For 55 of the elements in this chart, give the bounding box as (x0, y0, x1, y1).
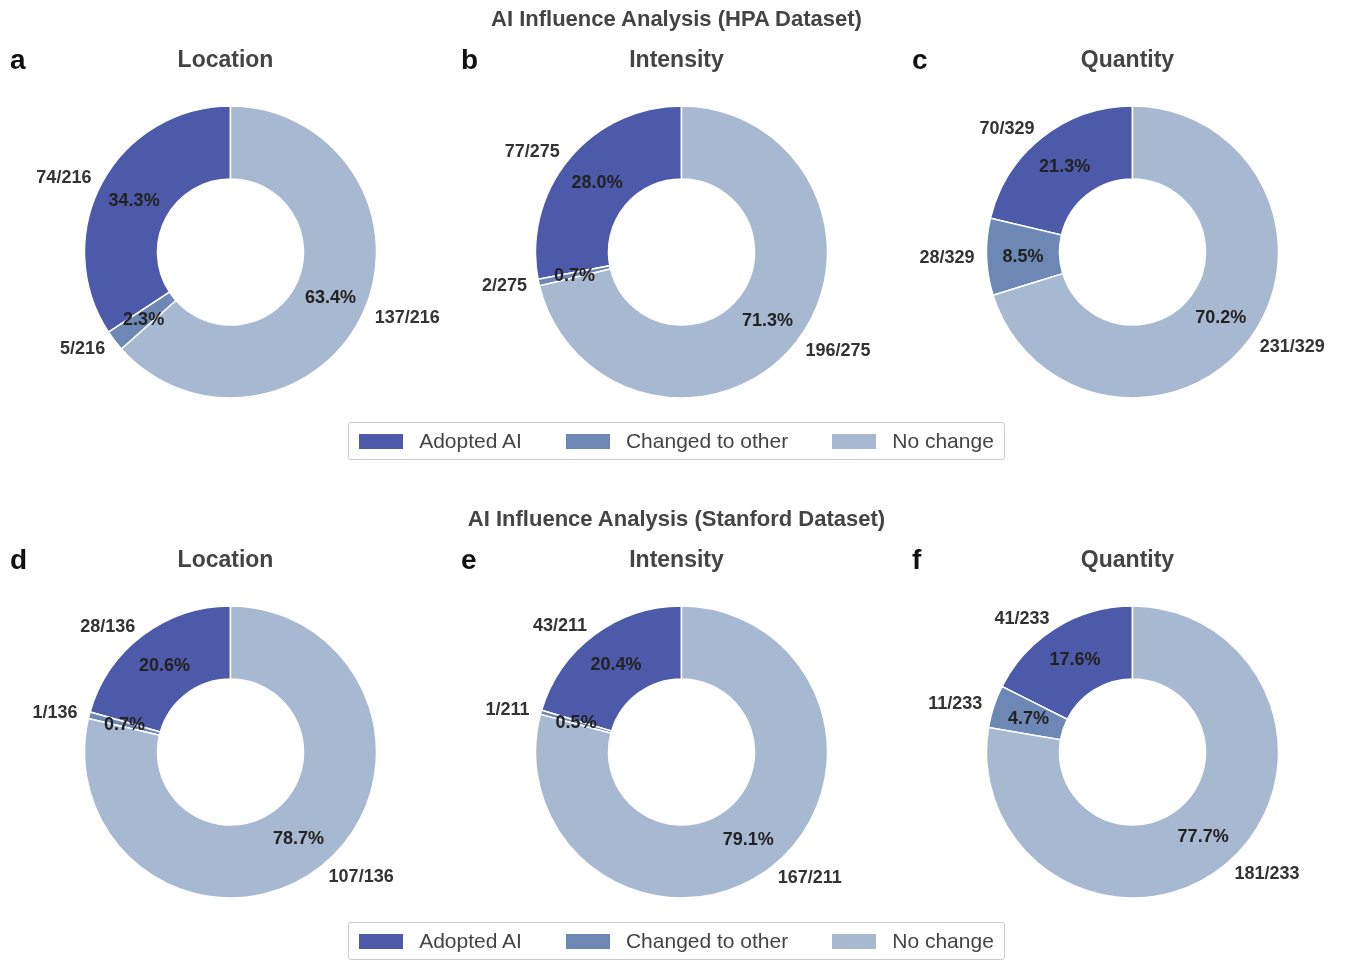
legend-label: No change (892, 929, 994, 953)
chart-title: Location (177, 546, 274, 572)
chart-title: Intensity (629, 546, 724, 572)
text: 34.3% (108, 190, 160, 211)
text: 4.7% (1007, 707, 1049, 728)
text: 70.2% (1195, 306, 1247, 327)
legend-label: Adopted AI (419, 429, 522, 453)
chart-title: Quantity (1080, 546, 1175, 572)
legend-label: Changed to other (625, 929, 789, 953)
chart-title: Intensity (629, 46, 724, 72)
data-label: 181/233 (1234, 862, 1300, 883)
data-label: 28/329 (919, 247, 975, 268)
data-label: 70/329 (979, 118, 1035, 138)
data-label: 41/233 (994, 607, 1050, 628)
text: a (10, 44, 26, 76)
chart-title: Location (177, 46, 274, 72)
data-label: 1/211 (485, 699, 530, 720)
text: e (461, 544, 477, 576)
text: 0.5% (555, 712, 597, 733)
text: 20.6% (138, 654, 191, 675)
data-label: 74/216 (36, 167, 92, 188)
text: 78.7% (272, 827, 325, 848)
data-label: 231/329 (1259, 335, 1325, 356)
legend-label: No change (892, 429, 994, 453)
text: AI Influence Analysis (HPA Dataset) (490, 6, 863, 32)
text: d (10, 544, 28, 576)
text: 20.4% (590, 654, 642, 675)
text: 8.5% (1002, 245, 1044, 266)
text: 17.6% (1049, 648, 1101, 669)
data-label: 107/136 (328, 865, 394, 886)
text: AI Influence Analysis (Stanford Dataset) (466, 506, 887, 532)
text: 71.3% (741, 309, 793, 330)
data-label: 167/211 (777, 867, 842, 888)
data-label: 196/275 (805, 339, 871, 360)
data-label: 77/275 (504, 141, 560, 162)
legend-label: Adopted AI (419, 929, 522, 953)
data-label: 11/233 (928, 692, 983, 713)
data-label: 43/211 (533, 615, 588, 636)
data-label: 28/136 (80, 615, 136, 636)
data-label: 1/136 (32, 702, 78, 723)
chart-title: Quantity (1080, 46, 1175, 72)
data-label: 2/275 (481, 275, 528, 296)
text: 77.7% (1177, 825, 1229, 846)
text: 63.4% (304, 286, 356, 307)
text: 79.1% (722, 828, 774, 849)
data-label: 137/216 (374, 306, 440, 327)
text: b (461, 44, 479, 76)
text: f (912, 544, 922, 576)
legend-label: Changed to other (625, 429, 789, 453)
data-label: 5/216 (60, 338, 106, 359)
text: 21.3% (1039, 156, 1091, 177)
text: 28.0% (571, 172, 623, 193)
text: c (912, 44, 928, 76)
text: 0.7% (104, 714, 146, 735)
text: 0.7% (553, 264, 595, 285)
